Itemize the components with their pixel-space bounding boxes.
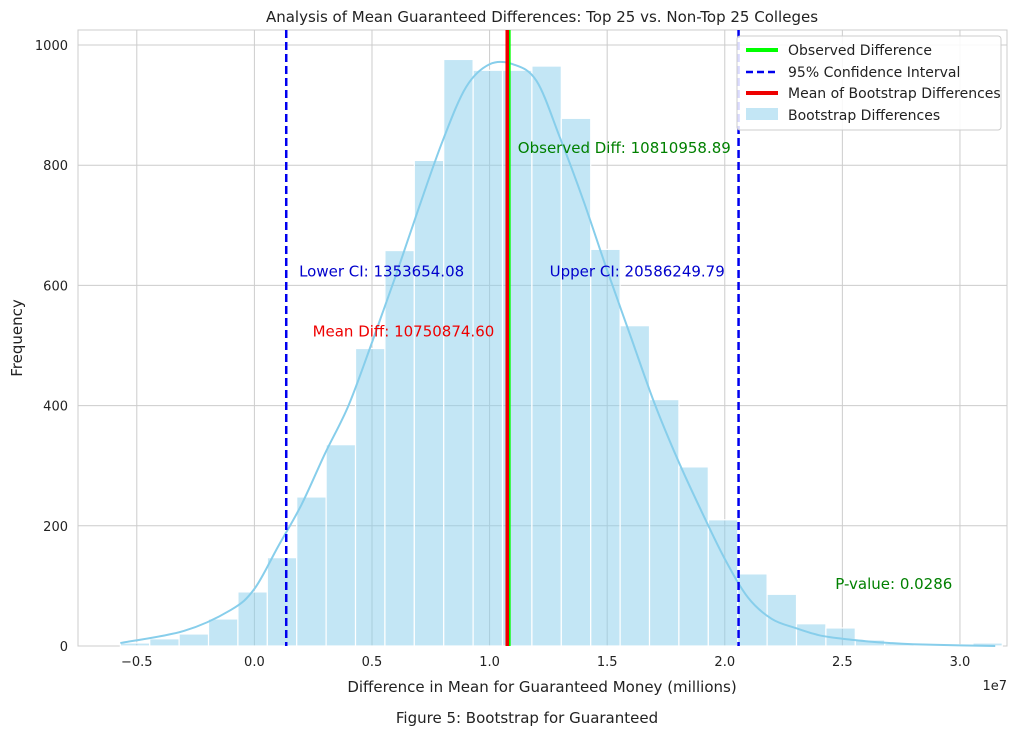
- histogram-bar: [590, 248, 621, 647]
- kde-line: [120, 60, 996, 647]
- annotation-label: Lower CI: 1353654.08: [299, 262, 464, 280]
- legend-label-ci: 95% Confidence Interval: [788, 65, 960, 81]
- histogram-bar: [384, 249, 415, 647]
- legend-frame: [736, 35, 1002, 131]
- annotation-label: Observed Diff: 10810958.89: [518, 139, 731, 157]
- figure-caption: Figure 5: Bootstrap for Guaranteed: [396, 709, 658, 727]
- x-tick-label: 1.5: [597, 655, 618, 670]
- histogram-bar: [413, 159, 445, 647]
- histogram-bar: [648, 399, 680, 647]
- histogram-bar: [149, 638, 180, 647]
- legend: Observed Difference 95% Confidence Inter…: [736, 35, 1002, 131]
- legend-label-observed: Observed Difference: [788, 43, 932, 59]
- histogram-bar: [619, 325, 651, 647]
- x-axis-label: Difference in Mean for Guaranteed Money …: [347, 678, 736, 696]
- histogram-bar: [737, 573, 768, 647]
- x-tick-label: 2.5: [832, 655, 853, 670]
- x-tick-label: 1.0: [479, 655, 500, 670]
- histogram-bar: [472, 69, 504, 647]
- annotations: Observed Diff: 10810958.89 Lower CI: 1353…: [299, 139, 952, 593]
- x-tick-label: −0.5: [121, 655, 153, 670]
- y-tick-label: 400: [43, 400, 68, 415]
- histogram-bar: [766, 593, 798, 647]
- chart-title: Analysis of Mean Guaranteed Differences:…: [266, 8, 818, 26]
- y-ticks: 0 200 400 600 800 1000: [35, 39, 68, 655]
- histogram-bar: [296, 496, 327, 647]
- y-axis-label: Frequency: [8, 299, 26, 377]
- annotation-label: Mean Diff: 10750874.60: [313, 322, 495, 340]
- x-tick-label: 0.0: [244, 655, 265, 670]
- histogram-bar: [560, 117, 592, 647]
- legend-swatch-bootstrap: [746, 108, 778, 120]
- histogram-bar: [178, 633, 210, 647]
- histogram-bar: [207, 618, 239, 647]
- y-tick-label: 200: [43, 520, 68, 535]
- x-ticks: −0.5 0.0 0.5 1.0 1.5 2.0 2.5 3.0: [121, 655, 970, 670]
- y-tick-label: 600: [43, 279, 68, 294]
- kde-curve: [120, 60, 996, 647]
- histogram-bar: [443, 58, 474, 647]
- annotation-label: P-value: 0.0286: [835, 575, 952, 593]
- histogram-bar: [325, 444, 357, 647]
- y-tick-label: 1000: [35, 39, 68, 54]
- x-tick-label: 0.5: [362, 655, 383, 670]
- x-tick-label: 2.0: [714, 655, 735, 670]
- legend-label-bootstrap: Bootstrap Differences: [788, 108, 940, 124]
- annotation-label: Upper CI: 20586249.79: [550, 262, 725, 280]
- y-tick-label: 0: [60, 640, 68, 655]
- histogram-bar: [707, 519, 739, 647]
- x-tick-label: 3.0: [950, 655, 971, 670]
- y-tick-label: 800: [43, 159, 68, 174]
- histogram-bar: [354, 347, 386, 647]
- histogram-bar: [266, 557, 298, 647]
- vertical-lines: [284, 30, 740, 646]
- histogram-bars: [119, 58, 1003, 647]
- x-offset-text: 1e7: [982, 679, 1007, 694]
- histogram-bar: [531, 65, 562, 647]
- legend-label-mean: Mean of Bootstrap Differences: [788, 86, 1001, 102]
- histogram-bar: [119, 642, 151, 647]
- histogram-bar: [237, 591, 268, 647]
